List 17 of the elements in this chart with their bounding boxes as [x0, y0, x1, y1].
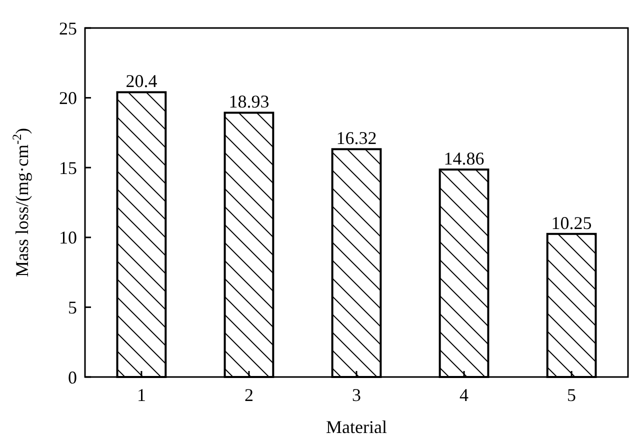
y-tick-label: 10 [59, 228, 77, 248]
x-tick-label: 5 [567, 385, 576, 405]
y-tick-label: 20 [59, 88, 77, 108]
y-tick-label: 0 [68, 367, 77, 388]
x-tick-label: 1 [136, 385, 146, 405]
data-label: 10.25 [551, 212, 592, 233]
x-tick-label: 3 [352, 385, 361, 405]
data-label: 16.32 [336, 128, 377, 148]
y-tick-label: 15 [59, 158, 77, 178]
data-label: 20.4 [126, 71, 158, 92]
y-tick-label: 5 [68, 298, 77, 318]
x-axis-title: Material [326, 417, 387, 437]
data-label: 18.93 [228, 92, 270, 112]
y-tick-label: 25 [59, 18, 77, 38]
x-tick-label: 4 [460, 385, 469, 405]
x-tick-label: 2 [244, 385, 254, 405]
data-label: 14.86 [444, 148, 484, 169]
